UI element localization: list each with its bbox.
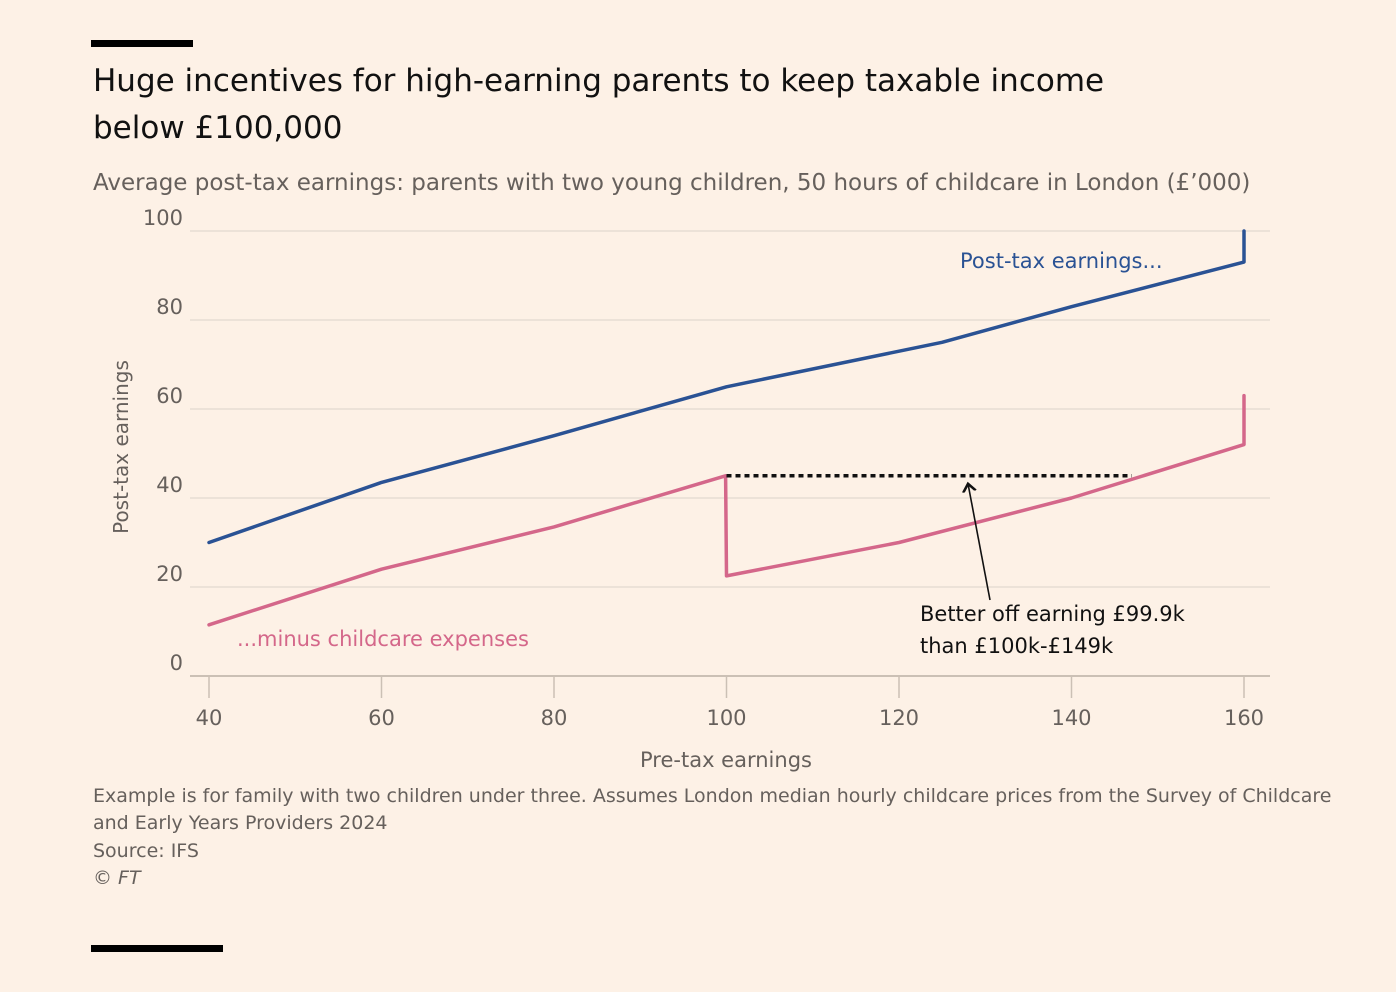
footnote-line1: Example is for family with two children … — [93, 785, 1332, 807]
y-tick-label: 0 — [170, 651, 183, 675]
y-tick-label: 100 — [143, 206, 183, 230]
x-axis-label: Pre-tax earnings — [640, 748, 812, 772]
bottom-rule — [91, 945, 223, 952]
x-axis-ticks: 40 60 80 100 120 140 160 — [196, 676, 1264, 730]
annotation-arrow — [968, 484, 991, 601]
footnote-line2: and Early Years Providers 2024 — [93, 812, 388, 834]
annotation-text-line2: than £100k-£149k — [920, 634, 1114, 658]
x-tick-label: 140 — [1051, 706, 1091, 730]
copyright-note: © FT — [93, 867, 141, 889]
line-chart: 0 20 40 60 80 100 40 60 80 100 120 140 160 Post-tax… — [109, 206, 1270, 772]
y-tick-label: 20 — [156, 562, 183, 586]
x-tick-label: 120 — [879, 706, 919, 730]
x-tick-label: 60 — [368, 706, 395, 730]
source-note: Source: IFS — [93, 840, 199, 862]
x-tick-label: 160 — [1224, 706, 1264, 730]
series-label-post-tax: Post-tax earnings... — [960, 249, 1163, 273]
chart-title: Huge incentives for high-earning parents… — [93, 63, 1105, 146]
series-line-post-tax — [207, 229, 1246, 545]
y-tick-label: 60 — [156, 384, 183, 408]
y-tick-label: 80 — [156, 295, 183, 319]
gridlines — [190, 230, 1270, 677]
x-tick-label: 40 — [196, 706, 223, 730]
x-tick-label: 100 — [706, 706, 746, 730]
annotation-text-line1: Better off earning £99.9k — [920, 602, 1186, 626]
series-layer — [207, 229, 1246, 627]
y-tick-label: 40 — [156, 473, 183, 497]
y-axis-label: Post-tax earnings — [109, 360, 133, 534]
series-line-minus-childcare — [207, 393, 1246, 627]
series-label-minus-childcare: ...minus childcare expenses — [237, 627, 529, 651]
x-tick-label: 80 — [541, 706, 568, 730]
top-rule — [91, 40, 193, 47]
annotation-layer — [726, 474, 1132, 601]
chart-subtitle: Average post-tax earnings: parents with … — [93, 170, 1251, 196]
y-axis-ticks: 0 20 40 60 80 100 — [143, 206, 183, 675]
